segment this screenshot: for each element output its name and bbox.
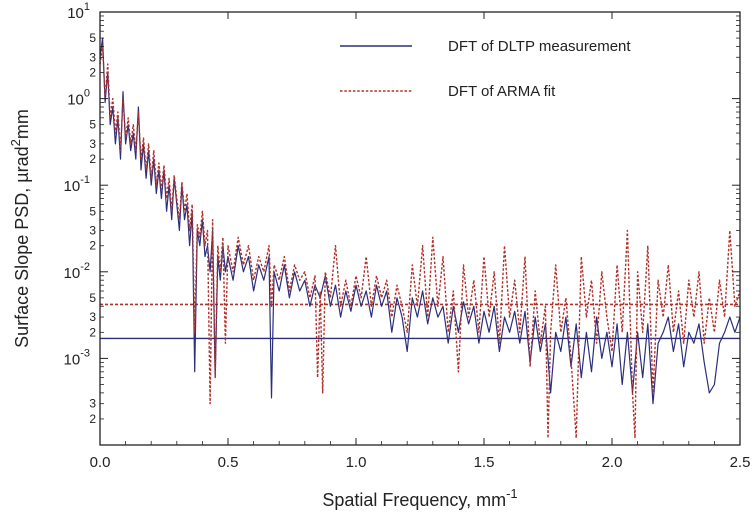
series-line-arma-fit (99, 45, 741, 439)
y-decade-label: 10-3 (64, 347, 90, 368)
x-tick-label: 0.5 (218, 454, 239, 471)
y-minor-label: 5 (89, 31, 96, 45)
x-tick-label: 2.5 (730, 454, 751, 471)
legend-label: DFT of ARMA fit (448, 83, 556, 100)
y-minor-label: 2 (89, 412, 96, 426)
y-minor-label: 3 (89, 223, 96, 237)
y-decade-label: 101 (67, 1, 90, 22)
y-minor-label: 5 (89, 291, 96, 305)
y-minor-label: 3 (89, 397, 96, 411)
y-decade-label: 10-2 (64, 261, 90, 282)
x-tick-label: 1.0 (346, 454, 367, 471)
y-decade-label: 10-1 (64, 174, 90, 195)
y-axis-title: Surface Slope PSD, µrad2mm (8, 109, 32, 348)
y-minor-label: 2 (89, 239, 96, 253)
y-minor-label: 2 (89, 152, 96, 166)
y-decade-label: 100 (67, 88, 90, 109)
y-minor-label: 3 (89, 137, 96, 151)
y-minor-label: 3 (89, 50, 96, 64)
x-tick-label: 1.5 (474, 454, 495, 471)
plot-frame (99, 11, 741, 446)
y-minor-label: 5 (89, 204, 96, 218)
legend-label: DFT of DLTP measurement (448, 38, 631, 55)
x-tick-label: 2.0 (602, 454, 623, 471)
series-line-dltp-measurement (99, 37, 741, 405)
y-minor-label: 5 (89, 118, 96, 132)
y-minor-label: 3 (89, 310, 96, 324)
x-axis-title: Spatial Frequency, mm-1 (322, 486, 517, 510)
x-tick-label: 0.0 (90, 454, 111, 471)
y-minor-label: 2 (89, 66, 96, 80)
y-minor-label: 2 (89, 325, 96, 339)
